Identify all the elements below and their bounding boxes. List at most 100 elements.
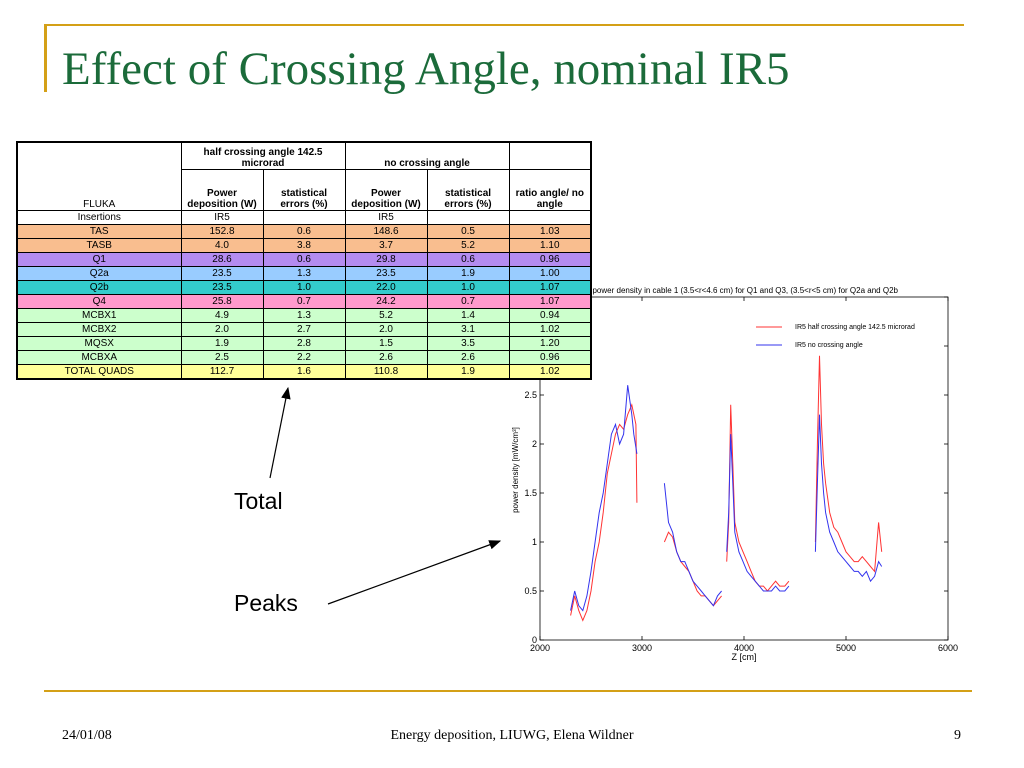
column-header-error-no-crossing: statistical errors (%) [426,169,510,211]
table-row: Q2b 23.5 1.0 22.0 1.0 1.07 [16,279,592,295]
footer-center: Energy deposition, LIUWG, Elena Wildner [390,728,634,743]
x-tick-label: 6000 [938,643,958,653]
x-tick-label: 5000 [836,643,856,653]
table-cell: 2.7 [262,321,346,337]
series-line-crossing [814,355,883,573]
row-label-cell: Q4 [16,293,182,309]
group-header-blank [508,141,592,170]
group-header-crossing: half crossing angle 142.5 microrad [180,141,346,170]
table-cell [262,209,346,225]
table-cell: 3.7 [344,237,428,253]
table-row: TAS 152.8 0.6 148.6 0.5 1.03 [16,223,592,239]
table-cell: 2.0 [180,321,264,337]
y-tick-label: 0 [532,635,537,645]
accent-bottom-rule [44,690,972,692]
table-cell: 1.5 [344,335,428,351]
series-line-no-crossing [663,483,722,607]
series-line-crossing [726,404,790,592]
table-cell [426,209,510,225]
table-cell: 5.2 [426,237,510,253]
legend-label-no-crossing: IR5 no crossing angle [795,342,863,349]
table-cell: 0.6 [262,251,346,267]
y-tick-label: 0.5 [524,586,537,596]
row-label-cell: Q2a [16,265,182,281]
column-header-ratio: ratio angle/ no angle [508,169,592,211]
accent-vertical-rule [44,24,47,92]
table-row: Q1 28.6 0.6 29.8 0.6 0.96 [16,251,592,267]
row-label-cell: MCBX2 [16,321,182,337]
column-header-power-crossing: Power deposition (W) [180,169,264,211]
table-cell: 2.6 [426,349,510,365]
table-cell: 1.3 [262,307,346,323]
table-cell: 0.96 [508,349,592,365]
column-header-power-no-crossing: Power deposition (W) [344,169,428,211]
accent-top-rule [44,24,964,26]
table-cell: 3.8 [262,237,346,253]
table-cell: 112.7 [180,363,264,379]
table-cell: 2.8 [262,335,346,351]
table-cell: 0.94 [508,307,592,323]
table-cell: 152.8 [180,223,264,239]
y-tick-label: 2 [532,439,537,449]
table-column-header-row: FLUKA Power deposition (W) statistical e… [16,169,592,211]
row-label-cell: TASB [16,237,182,253]
table-row: MCBX1 4.9 1.3 5.2 1.4 0.94 [16,307,592,323]
table-cell: 25.8 [180,293,264,309]
table-cell: 1.00 [508,265,592,281]
table-cell: IR5 [180,209,264,225]
table-cell: 4.0 [180,237,264,253]
table-body: Insertions IR5 IR5 TAS 152.8 0.6 148.6 0.5 1.03 T… [16,209,592,379]
table-cell: 3.1 [426,321,510,337]
series-line-crossing [663,531,722,607]
table-cell: 0.6 [262,223,346,239]
series-line-no-crossing [570,385,638,612]
row-label-cell: TOTAL QUADS [16,363,182,379]
y-axis-label: power density [mW/cm³] [511,427,520,513]
table-cell: 1.9 [180,335,264,351]
row-label-cell: Q1 [16,251,182,267]
series-line-crossing [570,403,638,622]
fluka-power-table: half crossing angle 142.5 microrad no cr… [16,141,593,380]
series-line-no-crossing [726,434,790,592]
table-cell: 1.0 [426,279,510,295]
table-cell: 1.02 [508,321,592,337]
y-tick-label: 1 [532,537,537,547]
table-cell: 1.03 [508,223,592,239]
column-header-error-crossing: statistical errors (%) [262,169,346,211]
x-tick-label: 2000 [530,643,550,653]
table-cell: 23.5 [180,279,264,295]
table-cell: 110.8 [344,363,428,379]
table-cell: 24.2 [344,293,428,309]
x-tick-label: 3000 [632,643,652,653]
legend-label-crossing: IR5 half crossing angle 142.5 microrad [795,324,915,331]
column-header-fluka: FLUKA [16,169,182,211]
table-cell: 1.6 [262,363,346,379]
row-label-cell: Q2b [16,279,182,295]
table-cell: 2.0 [344,321,428,337]
table-cell: 1.9 [426,265,510,281]
table-cell: 2.6 [344,349,428,365]
group-header-no-crossing: no crossing angle [344,141,510,170]
x-axis-label: Z [cm] [732,652,757,662]
table-group-header-row: half crossing angle 142.5 microrad no cr… [16,141,592,170]
row-label-cell: TAS [16,223,182,239]
row-label-cell: MQSX [16,335,182,351]
table-corner-cell [16,141,182,170]
table-row: Insertions IR5 IR5 [16,209,592,225]
table-cell: 23.5 [344,265,428,281]
chart-title: ns of the peak power density in cable 1 … [540,286,899,295]
table-cell: 1.3 [262,265,346,281]
row-label-cell: Insertions [16,209,182,225]
footer-date: 24/01/08 [62,728,112,743]
table-row: MCBXA 2.5 2.2 2.6 2.6 0.96 [16,349,592,365]
table-row: MQSX 1.9 2.8 1.5 3.5 1.20 [16,335,592,351]
table-cell: 0.96 [508,251,592,267]
table-cell: 28.6 [180,251,264,267]
table-cell [508,209,592,225]
table-cell: 148.6 [344,223,428,239]
table-row: Q2a 23.5 1.3 23.5 1.9 1.00 [16,265,592,281]
table-cell: 22.0 [344,279,428,295]
table-cell: 0.7 [262,293,346,309]
peaks-label: Peaks [234,590,298,616]
